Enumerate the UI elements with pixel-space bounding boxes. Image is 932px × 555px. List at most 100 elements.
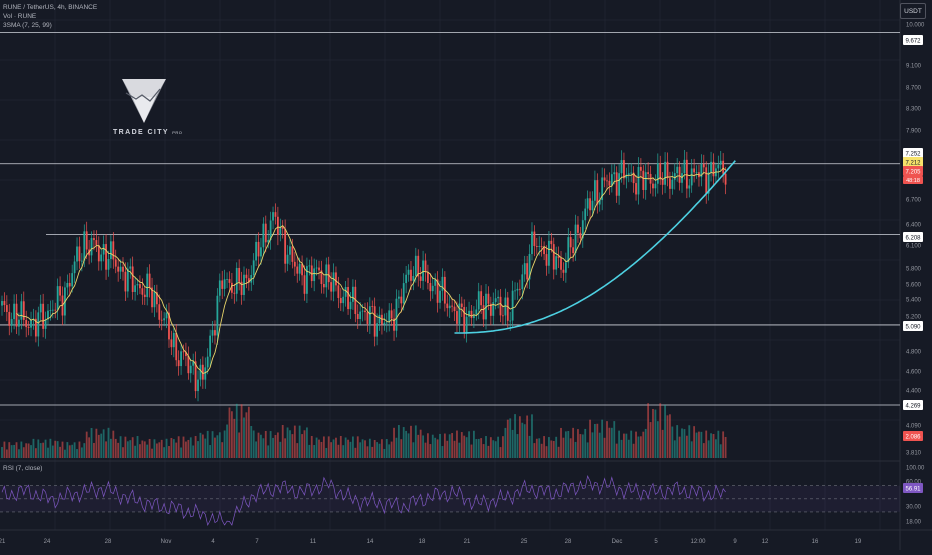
volume-bar: [385, 439, 388, 458]
candle-body: [182, 351, 185, 353]
candle-body: [603, 177, 606, 181]
price-axis-tick: 4.090: [906, 424, 922, 430]
volume-bar: [1, 447, 3, 458]
candle-body: [313, 268, 316, 282]
volume-bar: [15, 442, 18, 458]
volume-bar: [303, 430, 306, 458]
candle-body: [216, 295, 219, 336]
volume-bar: [632, 443, 635, 458]
candle-body: [407, 269, 410, 275]
volume-bar: [572, 427, 575, 458]
volume-bar: [371, 446, 374, 458]
volume-bar: [342, 445, 345, 458]
candle-body: [543, 246, 545, 255]
candle-body: [175, 332, 178, 361]
candle-body: [112, 241, 115, 260]
volume-bar: [286, 427, 289, 458]
volume-bar: [538, 438, 541, 458]
candle-body: [114, 259, 117, 267]
candle-body: [567, 237, 570, 263]
candle-body: [318, 267, 320, 271]
candle-body: [480, 291, 483, 306]
volume-bar: [649, 422, 652, 458]
volume-bar: [436, 439, 439, 458]
sma-legend[interactable]: 3SMA (7, 25, 99): [3, 22, 52, 29]
volume-bar: [231, 411, 233, 458]
price-axis-tick: 6.100: [906, 244, 922, 250]
candle-body: [364, 310, 366, 313]
volume-bar: [620, 439, 623, 458]
volume-bar: [204, 438, 207, 458]
time-axis-tick: 9: [733, 539, 737, 545]
candle-body: [20, 301, 23, 320]
rounding-bottom-curve: [454, 160, 736, 334]
rsi-axis-tick: 60.00: [906, 480, 922, 486]
candle-body: [90, 238, 93, 256]
volume-bar: [192, 445, 195, 458]
candle-body: [390, 310, 393, 319]
candle-body: [499, 296, 502, 316]
currency-button[interactable]: USDT: [900, 3, 926, 19]
candle-body: [620, 160, 623, 174]
volume-bar: [78, 441, 81, 458]
volume-bar: [93, 442, 95, 458]
volume-bar: [49, 438, 52, 458]
volume-bar: [405, 430, 408, 458]
candle-body: [85, 231, 88, 250]
volume-bar: [569, 438, 572, 458]
volume-bar: [419, 429, 422, 458]
volume-bar: [533, 443, 536, 458]
volume-bar: [66, 442, 69, 458]
volume-bar: [381, 439, 383, 458]
volume-bar: [564, 431, 567, 458]
volume-bar: [76, 449, 78, 458]
candle-body: [214, 330, 216, 336]
volume-bar: [422, 435, 424, 458]
volume-bar: [509, 418, 512, 458]
time-axis-tick: 16: [812, 539, 819, 545]
candle-body: [685, 159, 688, 189]
volume-bar: [90, 428, 93, 458]
volume-bar: [456, 430, 458, 458]
time-axis-tick: 28: [105, 539, 112, 545]
candle-body: [221, 280, 224, 289]
symbol-legend[interactable]: RUNE / TetherUS, 4h, BINANCE: [3, 4, 98, 11]
candle-body: [228, 279, 231, 283]
volume-bar: [95, 428, 98, 458]
time-axis-tick: 12:00: [690, 539, 706, 545]
volume-bar: [577, 429, 579, 458]
volume-bar: [264, 430, 267, 458]
candle-body: [552, 244, 555, 270]
candle-body: [240, 281, 243, 295]
volume-bar: [366, 446, 369, 458]
price-axis-tick: 10.000: [906, 23, 925, 29]
volume-bar: [601, 419, 604, 458]
candle-body: [95, 240, 98, 246]
volume-bar: [361, 439, 364, 458]
candle-body: [506, 297, 509, 321]
candle-body: [124, 271, 127, 292]
candle-body: [414, 255, 417, 276]
candle-body: [690, 168, 693, 186]
volume-bar: [654, 409, 657, 458]
candle-body: [545, 254, 548, 266]
volume-bar: [279, 441, 282, 458]
volume-legend[interactable]: Vol · RUNE: [3, 13, 37, 20]
volume-bar: [523, 424, 526, 458]
candle-body: [264, 223, 267, 243]
candle-body: [139, 284, 141, 289]
volume-bar: [335, 437, 337, 458]
volume-bar: [702, 443, 705, 458]
candle-body: [335, 272, 337, 286]
volume-bar: [712, 434, 715, 458]
volume-bar: [710, 433, 712, 458]
volume-bar: [88, 437, 91, 458]
candle-body: [528, 254, 531, 280]
volume-bar: [228, 407, 231, 458]
candle-body: [569, 237, 572, 248]
volume-bar: [492, 440, 495, 458]
candle-body: [661, 179, 664, 185]
rsi-legend[interactable]: RSI (7, close): [3, 465, 43, 472]
